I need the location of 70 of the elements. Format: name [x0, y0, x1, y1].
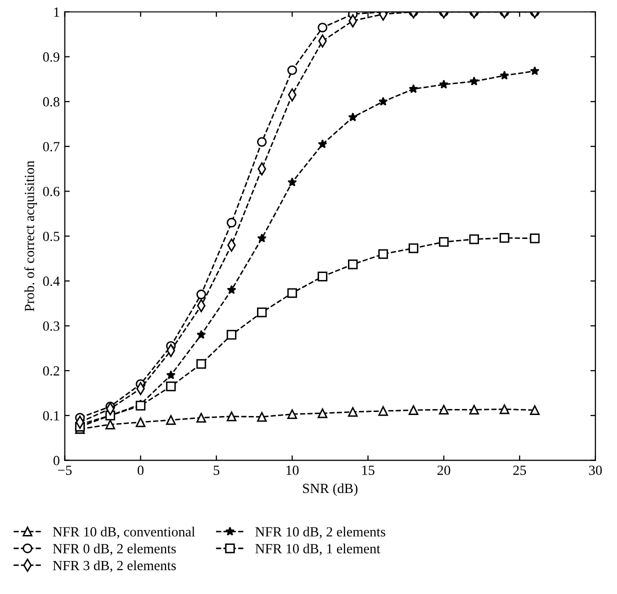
- legend-label: NFR 10 dB, 1 element: [255, 544, 380, 556]
- point: [287, 65, 298, 76]
- point: [438, 237, 449, 247]
- point: [408, 405, 418, 415]
- x-tick-label: 10: [286, 466, 299, 475]
- y-tick-label: 0.3: [43, 321, 60, 331]
- point: [348, 407, 358, 417]
- y-tick-label: 0.1: [43, 411, 60, 421]
- point: [105, 420, 116, 430]
- point: [196, 290, 206, 300]
- legend-label: NFR 0 dB, 2 elements: [52, 544, 176, 556]
- legend-label: NFR 10 dB, conventional: [52, 526, 195, 539]
- point: [469, 76, 479, 86]
- point: [166, 381, 176, 392]
- point: [439, 80, 448, 89]
- y-tick-label: 0.8: [43, 97, 60, 107]
- point: [166, 415, 176, 425]
- x-tick-label: 25: [513, 466, 526, 475]
- point: [318, 139, 328, 148]
- legend-label: NFR 3 dB, 2 elements: [52, 560, 176, 572]
- point: [348, 112, 358, 122]
- point: [226, 412, 236, 422]
- point: [318, 22, 328, 32]
- point: [408, 243, 418, 254]
- y-tick-label: 0.9: [43, 52, 60, 62]
- point: [196, 359, 206, 369]
- point: [287, 288, 298, 298]
- x-tick-label: −5: [58, 466, 72, 475]
- y-tick-label: 0.5: [43, 232, 60, 242]
- point: [469, 404, 479, 415]
- point: [318, 408, 328, 418]
- point: [226, 330, 236, 340]
- y-tick-label: 0.4: [43, 276, 60, 286]
- point: [257, 307, 267, 318]
- point: [166, 370, 176, 380]
- point: [378, 406, 388, 416]
- point: [257, 137, 267, 147]
- point: [500, 404, 510, 414]
- point: [530, 233, 540, 244]
- x-tick-label: 15: [362, 466, 374, 475]
- point: [196, 330, 206, 339]
- y-tick-label: 1: [54, 8, 60, 17]
- point: [257, 412, 267, 422]
- point: [288, 177, 297, 186]
- point: [257, 233, 267, 242]
- point: [438, 404, 449, 415]
- point: [500, 233, 510, 243]
- x-tick-label: 20: [437, 466, 450, 475]
- point: [348, 260, 358, 270]
- y-tick-label: 0.6: [43, 186, 60, 196]
- x-tick-label: 0: [138, 466, 144, 475]
- point: [530, 66, 540, 76]
- x-axis-title: SNR (dB): [303, 483, 358, 496]
- point: [318, 272, 328, 282]
- y-tick-label: 0.7: [43, 142, 60, 152]
- point: [500, 70, 510, 80]
- x-tick-label: 5: [214, 466, 220, 475]
- point: [226, 218, 236, 228]
- point: [378, 249, 388, 259]
- y-tick-label: 0: [54, 456, 60, 466]
- x-tick-label: 30: [589, 466, 602, 475]
- point: [378, 96, 388, 106]
- y-axis-title: Prob. of correct acquisition: [24, 160, 38, 312]
- point: [196, 412, 206, 423]
- y-tick-label: 0.2: [43, 366, 60, 376]
- legend-label: NFR 10 dB, 2 elements: [255, 526, 386, 539]
- point: [408, 84, 418, 94]
- point: [469, 234, 479, 244]
- point: [226, 285, 236, 294]
- point: [136, 417, 146, 428]
